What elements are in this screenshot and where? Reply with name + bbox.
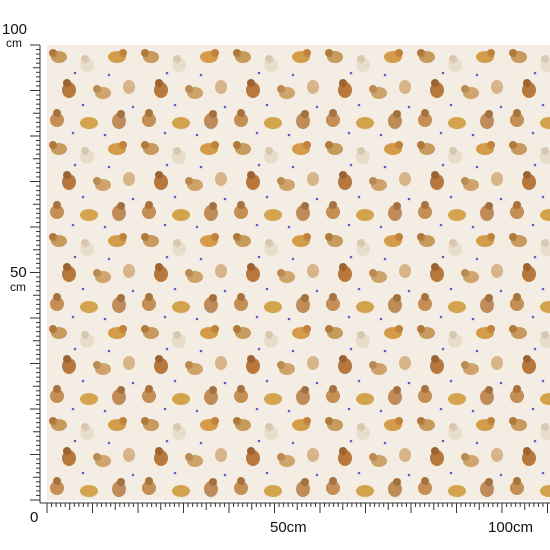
ruler-label: 50cm (270, 519, 307, 536)
ruler-ticks (30, 44, 548, 513)
ruler-origin: 0 (30, 509, 38, 526)
ruler-label: 50 (10, 264, 27, 281)
ruler-unit: cm (6, 36, 22, 50)
ruler-label: 100 (2, 21, 27, 38)
fabric-pattern (47, 45, 550, 500)
ruler-label: 100cm (488, 519, 533, 536)
ruler-unit: cm (10, 280, 26, 294)
